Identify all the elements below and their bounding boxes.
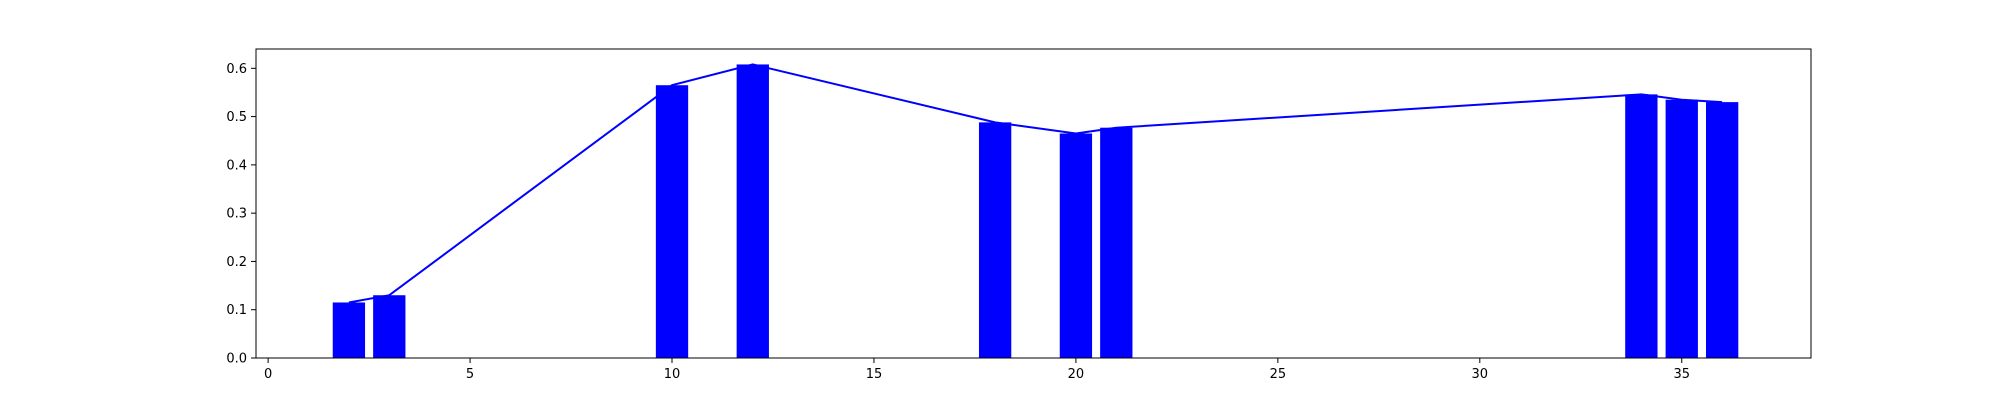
- bar: [1625, 94, 1658, 359]
- x-tick-label: 30: [1472, 367, 1489, 382]
- x-tick-label: 25: [1270, 367, 1287, 382]
- x-tick-label: 10: [664, 367, 681, 382]
- x-tick-label: 0: [264, 367, 272, 382]
- y-tick-label: 0.4: [226, 158, 247, 173]
- y-tick-label: 0.2: [226, 255, 247, 270]
- series-line: [348, 63, 1723, 304]
- bar: [1705, 102, 1739, 358]
- bar: [655, 85, 689, 358]
- y-tick-label: 0.3: [226, 207, 247, 222]
- plot-frame: [255, 48, 1812, 359]
- x-axis: 0 5 10 15 20 25 30 35: [264, 358, 1690, 382]
- y-tick-label: 0.0: [226, 352, 247, 367]
- y-tick-label: 0.6: [226, 62, 247, 77]
- x-tick-label: 5: [466, 367, 474, 382]
- bar: [1059, 133, 1093, 358]
- y-tick-label: 0.5: [226, 110, 247, 125]
- bar: [736, 64, 769, 358]
- x-tick-label: 15: [866, 367, 883, 382]
- y-tick-label: 0.1: [226, 303, 247, 318]
- bar: [978, 122, 1012, 358]
- bars-layer: [332, 64, 1739, 359]
- y-axis: 0.0 0.1 0.2 0.3 0.4 0.5 0.6: [226, 62, 256, 367]
- x-tick-label: 35: [1673, 367, 1690, 382]
- bar: [332, 302, 366, 358]
- bar: [1665, 99, 1698, 358]
- bar: [1100, 127, 1133, 358]
- x-tick-label: 20: [1068, 367, 1085, 382]
- bar: [373, 295, 406, 358]
- line-layer: [348, 63, 1723, 304]
